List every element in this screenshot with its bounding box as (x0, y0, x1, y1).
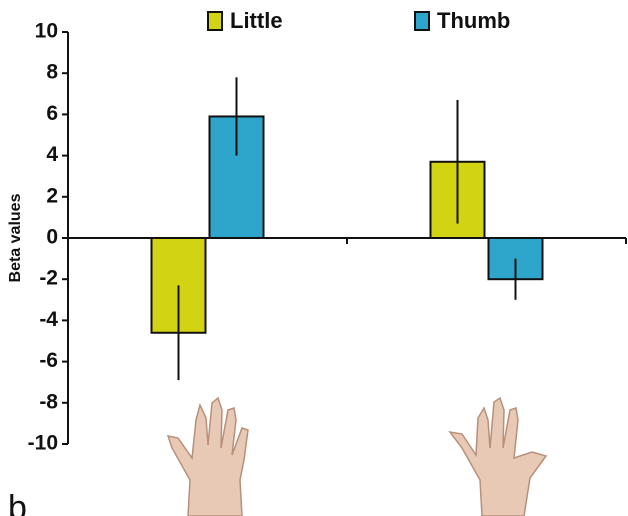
hand-icons (166, 396, 548, 516)
legend-label: Little (230, 8, 283, 33)
legend-label: Thumb (437, 8, 510, 33)
hand-icon (448, 396, 548, 516)
panel-label: b (8, 489, 27, 516)
y-tick-label: 10 (35, 20, 58, 43)
y-tick-label: -6 (39, 349, 58, 372)
y-tick-label: -10 (28, 432, 58, 455)
y-tick-label: 4 (46, 143, 58, 166)
y-tick-label: 0 (46, 226, 58, 249)
y-tick-label: 2 (46, 184, 58, 207)
hand-icon (166, 396, 249, 516)
y-tick-label: -2 (39, 267, 58, 290)
y-axis-label: Beta values (7, 193, 24, 282)
legend-swatch (207, 11, 223, 31)
y-tick-label: -8 (39, 390, 58, 413)
y-tick-label: 8 (46, 61, 58, 84)
y-tick-label: 6 (46, 102, 58, 125)
legend-swatch (414, 11, 430, 31)
y-tick-label: -4 (39, 308, 58, 331)
